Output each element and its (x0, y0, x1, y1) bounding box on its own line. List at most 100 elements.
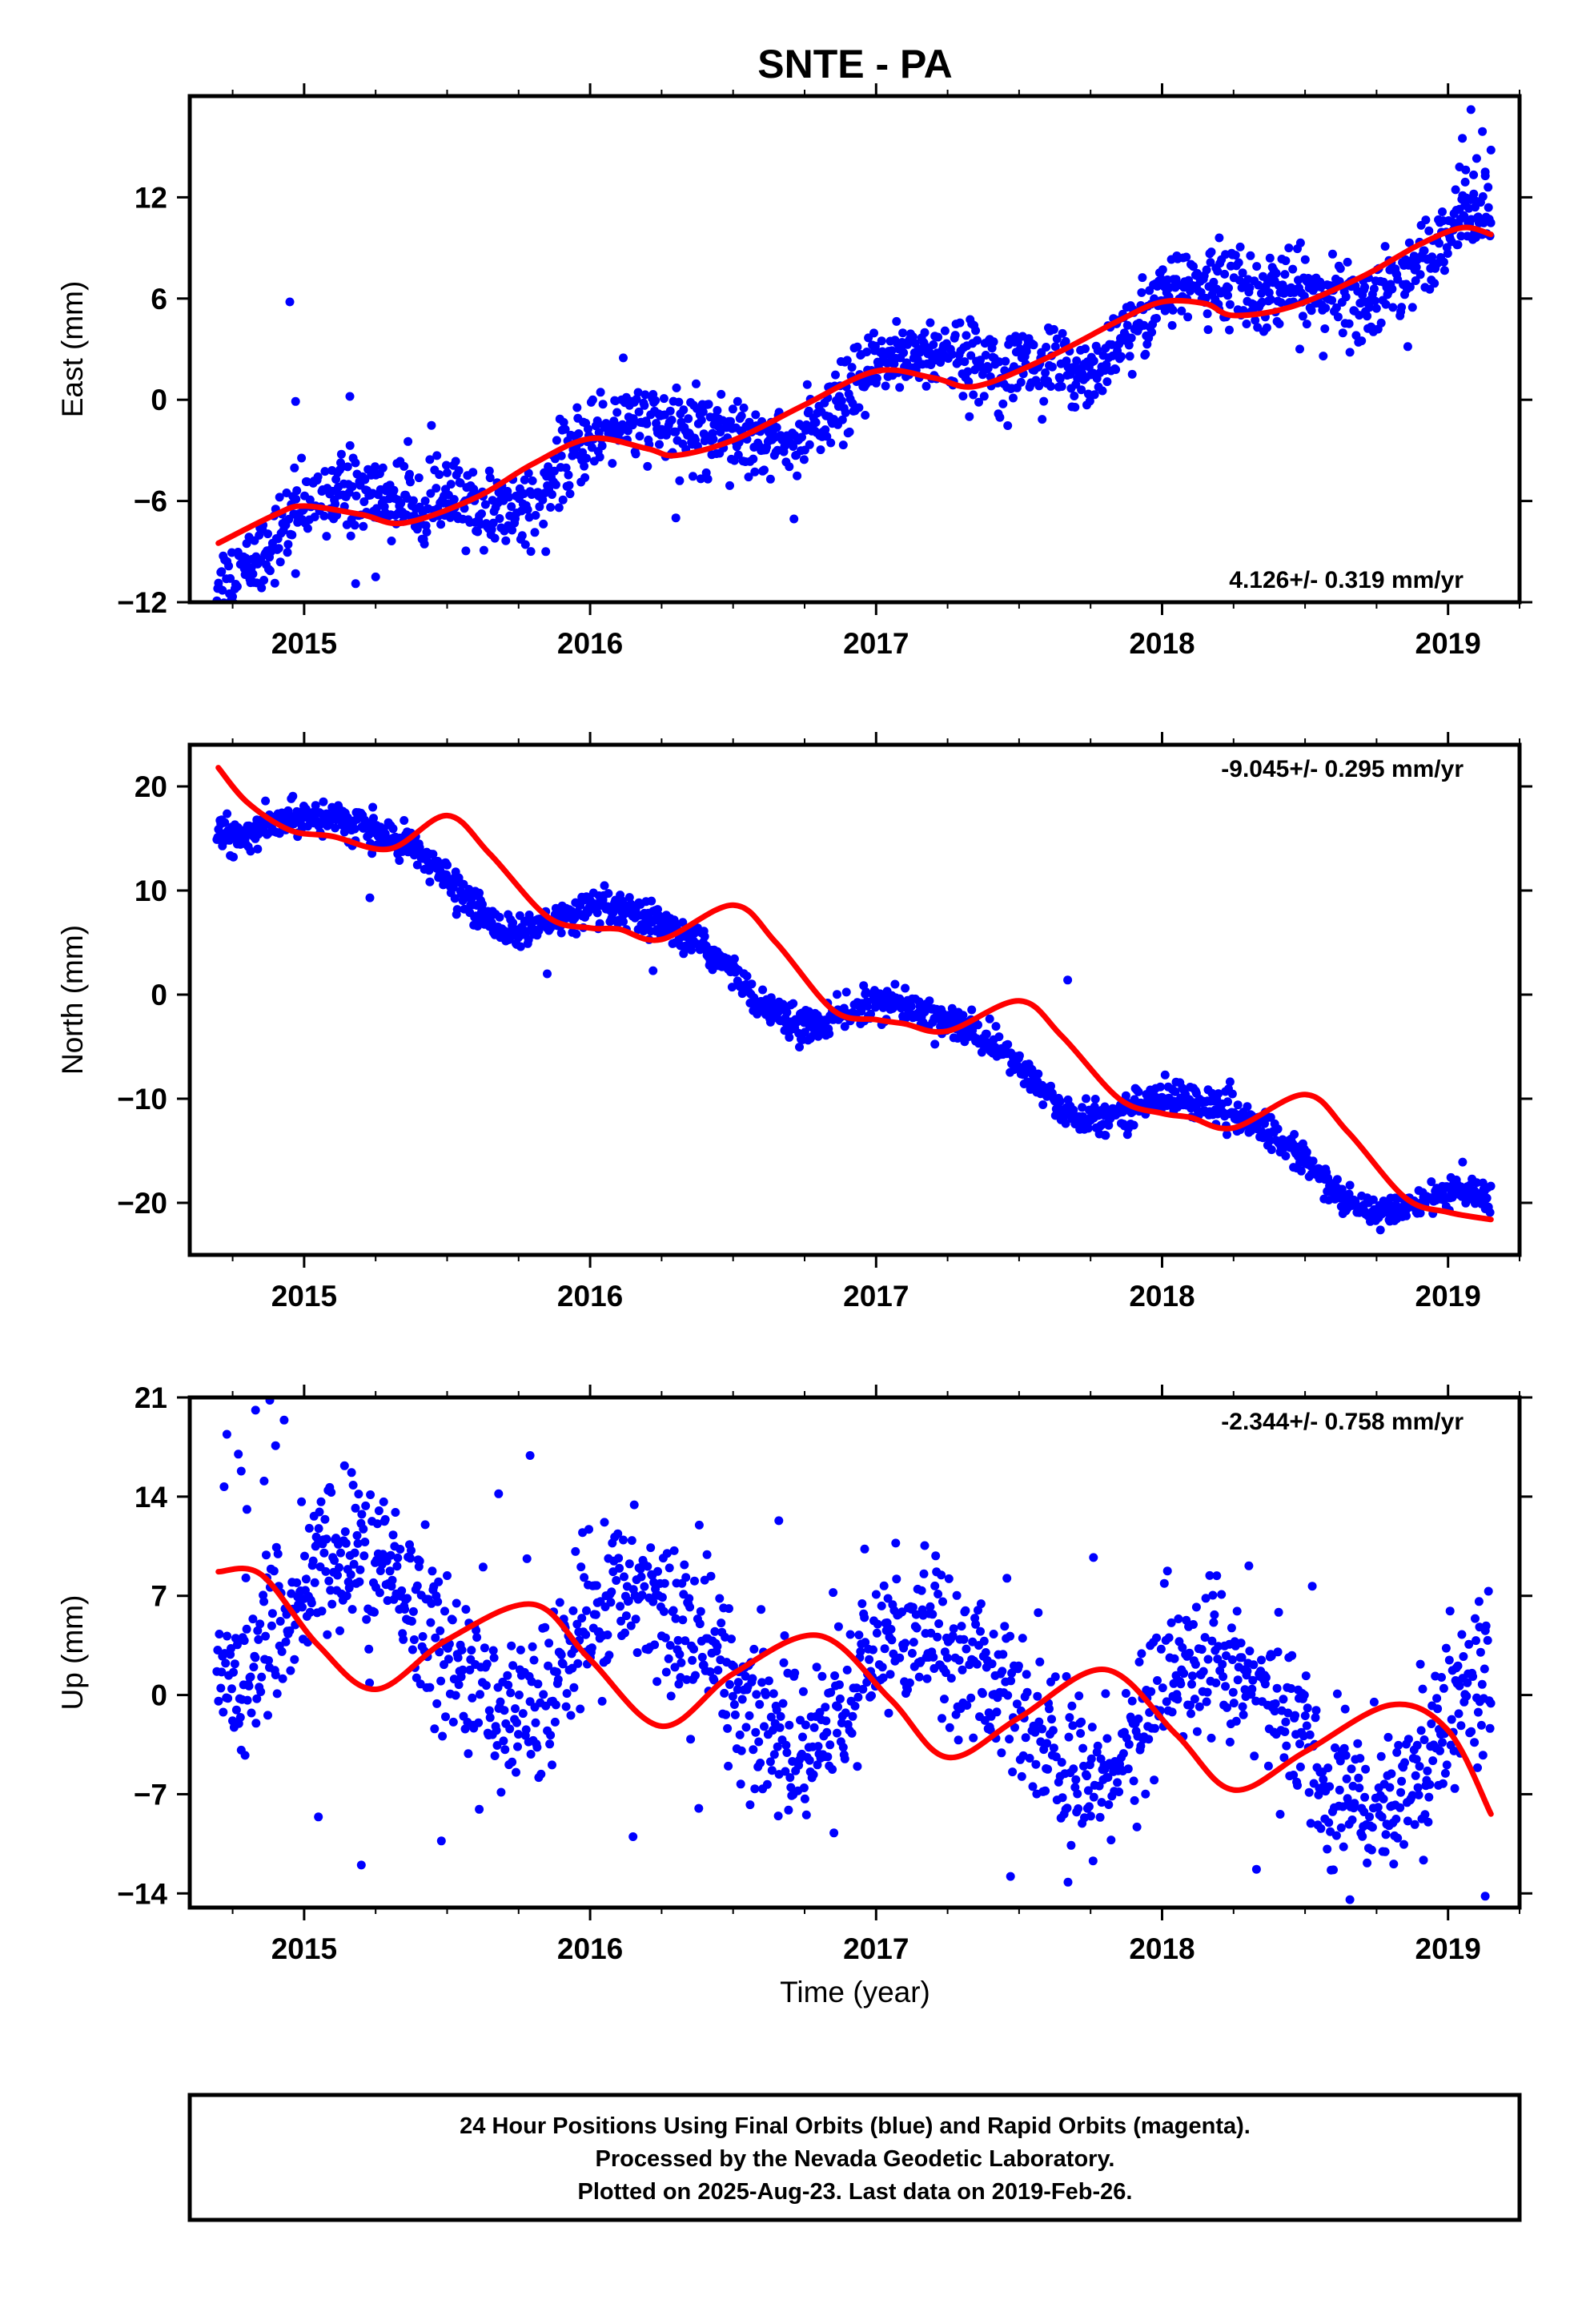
data-point (513, 1742, 522, 1751)
data-point (1152, 1633, 1161, 1642)
data-point (1419, 1856, 1428, 1865)
data-point (1283, 1708, 1293, 1718)
data-point (1222, 1651, 1231, 1660)
data-point (665, 406, 675, 416)
data-point (477, 509, 486, 518)
data-point (650, 1640, 660, 1650)
data-point (350, 521, 359, 530)
data-point (994, 357, 1004, 367)
data-point (1081, 344, 1090, 353)
data-point (1205, 1570, 1215, 1580)
data-point (1250, 1751, 1259, 1761)
data-point (934, 1590, 943, 1598)
data-point (592, 416, 602, 425)
data-point (1046, 1081, 1055, 1091)
data-point (1144, 1735, 1154, 1744)
data-point (1403, 342, 1412, 352)
data-point (737, 1695, 747, 1704)
data-point (1476, 1647, 1485, 1657)
data-point (1147, 328, 1157, 337)
data-point (356, 1860, 366, 1870)
data-point (848, 399, 857, 408)
data-point (696, 1606, 705, 1616)
data-point (267, 1621, 276, 1630)
data-point (1477, 1679, 1487, 1689)
data-point (436, 520, 446, 529)
data-point (1000, 1622, 1010, 1631)
data-point (797, 432, 806, 442)
data-point (1188, 1671, 1197, 1681)
data-point (592, 908, 602, 918)
data-point (1052, 334, 1062, 344)
data-point (1243, 1102, 1252, 1112)
data-point (564, 470, 573, 480)
data-point (1225, 300, 1235, 309)
data-point (1273, 1647, 1283, 1657)
data-point (762, 1779, 772, 1789)
data-point (456, 1672, 466, 1682)
data-point (427, 420, 436, 430)
data-point (805, 440, 814, 449)
data-point (228, 592, 237, 601)
data-point (1038, 1100, 1048, 1109)
data-point (409, 1635, 419, 1644)
data-point (1392, 1747, 1402, 1757)
data-point (1354, 1773, 1363, 1783)
data-point (841, 987, 851, 997)
x-tick-label: 2018 (1129, 1280, 1195, 1313)
data-point (1070, 403, 1080, 412)
data-point (1276, 298, 1286, 308)
data-point (1206, 258, 1215, 267)
data-point (631, 1614, 640, 1624)
data-point (954, 357, 963, 367)
data-point (640, 400, 649, 410)
data-point (1025, 1754, 1034, 1763)
data-point (1058, 328, 1067, 338)
panel-frame (187, 742, 1522, 1257)
data-point (612, 408, 622, 417)
data-point (809, 1770, 818, 1779)
data-point (838, 1743, 848, 1752)
data-point (285, 1626, 295, 1635)
data-point (317, 1606, 327, 1616)
data-point (788, 1757, 797, 1766)
data-point (1170, 1654, 1179, 1663)
data-point (1202, 1697, 1211, 1707)
data-point (1331, 1831, 1341, 1840)
data-point (1324, 1818, 1334, 1827)
data-point (837, 396, 846, 405)
data-point (961, 1606, 970, 1615)
data-point (452, 905, 462, 915)
data-point (1473, 1763, 1482, 1772)
data-point (259, 1476, 269, 1486)
data-point (1121, 1689, 1130, 1698)
y-tick-label: 0 (151, 384, 167, 416)
data-point (239, 1636, 249, 1646)
data-point (774, 1516, 784, 1526)
data-point (1485, 1208, 1495, 1217)
data-point (766, 1712, 776, 1722)
data-point (368, 802, 378, 812)
data-point (1438, 207, 1447, 216)
data-point (713, 1666, 723, 1675)
data-point (407, 1546, 416, 1555)
data-point (856, 1647, 865, 1656)
data-point (782, 1748, 792, 1757)
data-point (1010, 1723, 1019, 1732)
data-point (481, 1681, 491, 1691)
data-point (1127, 369, 1137, 379)
rate-label: 4.126+/- 0.319 mm/yr (1229, 567, 1464, 593)
data-point (1203, 309, 1212, 319)
data-point (319, 797, 328, 806)
data-point (1245, 1647, 1255, 1656)
data-point (403, 1594, 412, 1603)
data-point (308, 1556, 318, 1566)
data-point (507, 1641, 516, 1651)
data-point (885, 1670, 895, 1679)
data-point (1126, 333, 1136, 343)
data-point (1439, 257, 1448, 267)
data-point (652, 1677, 662, 1687)
data-point (926, 1628, 936, 1638)
data-point (283, 548, 292, 557)
fit-curve (215, 1565, 1494, 1817)
